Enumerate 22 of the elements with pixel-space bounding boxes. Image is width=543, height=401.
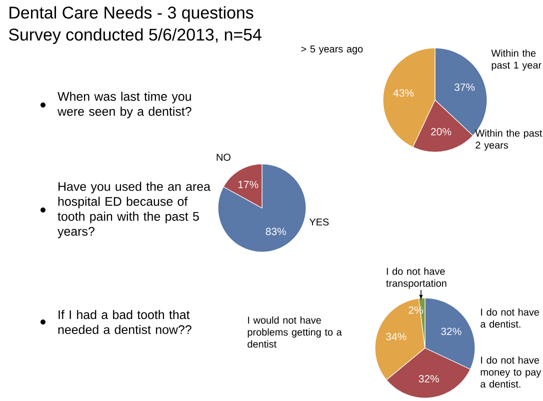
text: Have you used the an area hospital ED because of tooth pain with the past 5 years? — [58, 182, 210, 238]
slice-label: I do not have money to pay a dentist. — [480, 356, 542, 388]
data-label: 83% — [266, 228, 286, 236]
text: When was last time you were seen by a dentist? — [58, 92, 192, 118]
text: If I had a bad tooth that needed a dentist now?? — [58, 310, 192, 334]
data-label: 20% — [431, 128, 452, 136]
data-label: 37% — [454, 84, 475, 91]
slice-label: Within the past 1 year — [491, 49, 542, 71]
text: Survey conducted 5/6/2013, n=54 — [8, 28, 262, 44]
slice-label: > 5 years ago — [301, 46, 363, 54]
slice-label: Within the past 2 years — [475, 129, 542, 151]
slice-label: YES — [309, 218, 329, 226]
data-label: 43% — [393, 89, 414, 97]
text: Dental Care Needs - 3 questions — [10, 6, 254, 22]
slice-label: I do not have a dentist. — [480, 308, 539, 328]
data-label: 32% — [441, 328, 462, 336]
data-label: 32% — [418, 375, 439, 382]
slice-label: I would not have problems getting to a dentist — [248, 316, 342, 348]
data-label: 17% — [238, 180, 258, 188]
slice-label: I do not have transportation — [386, 268, 446, 289]
slice-label: NO — [216, 154, 230, 161]
data-label: 34% — [386, 332, 406, 340]
